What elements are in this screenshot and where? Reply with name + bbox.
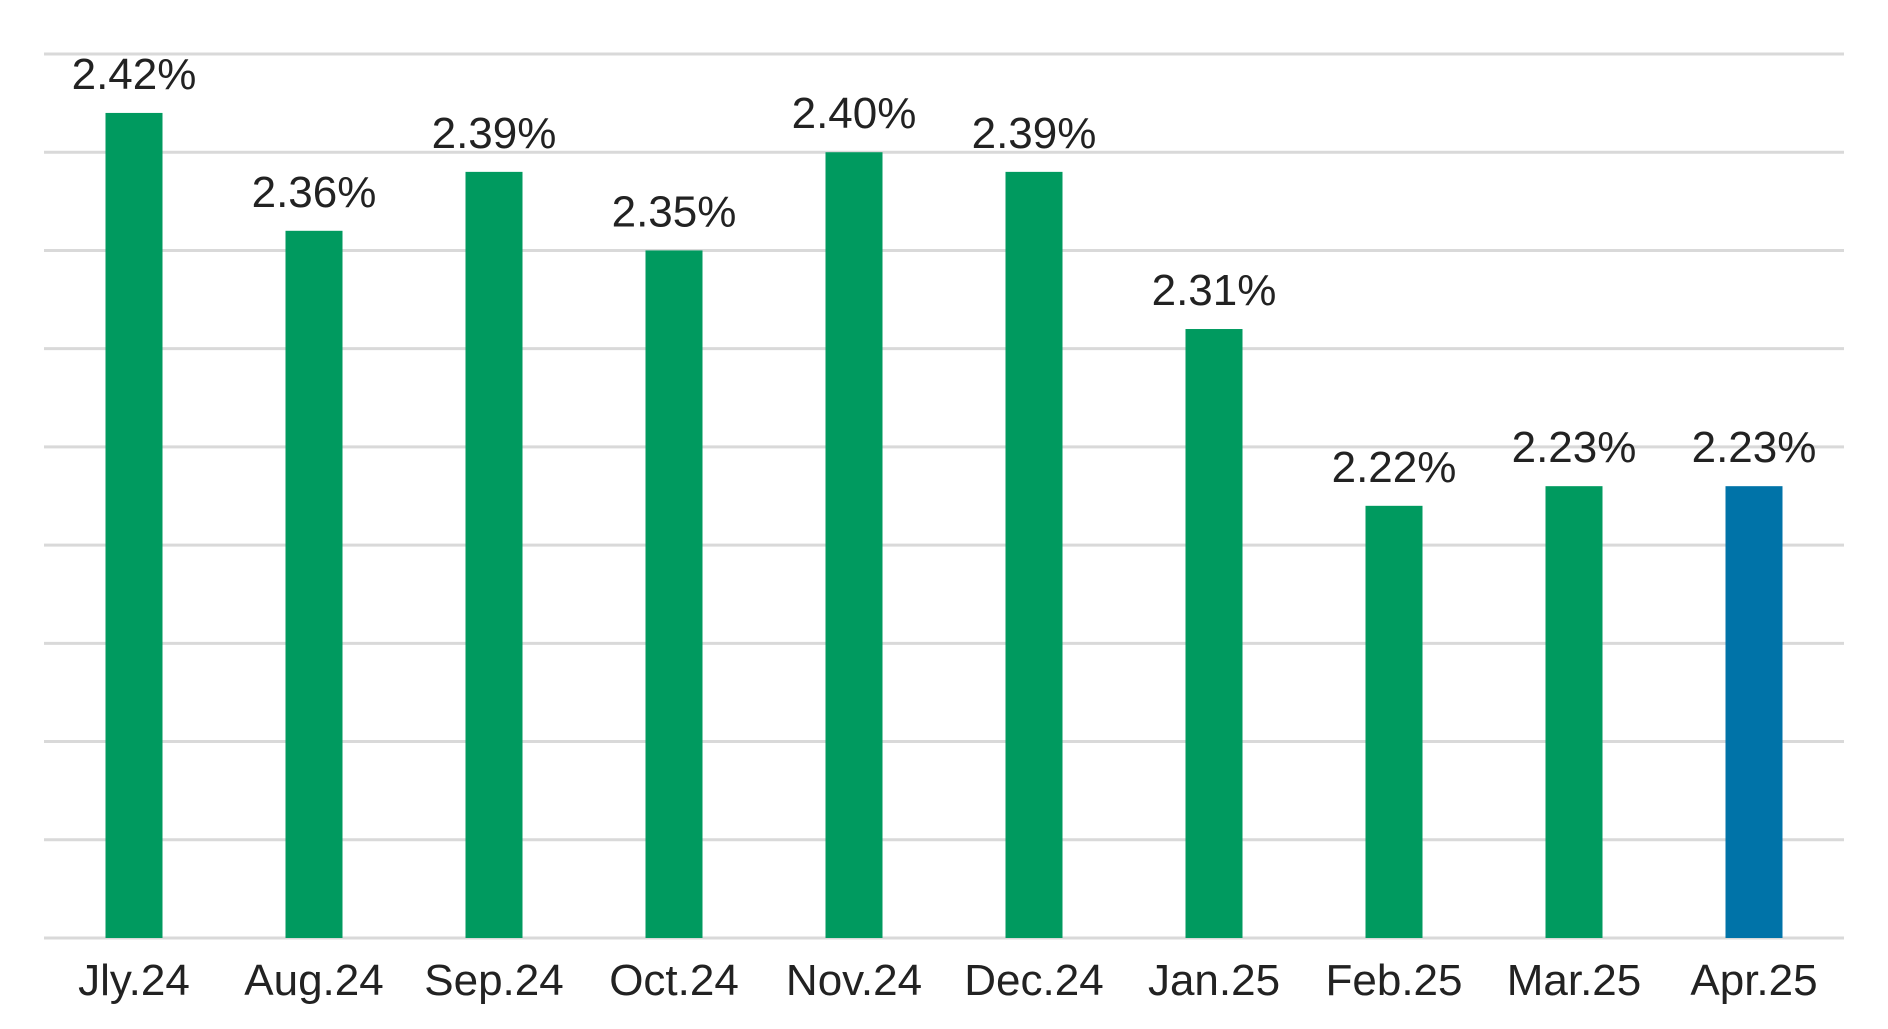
gridlines: [44, 52, 1844, 940]
bar-oct-24: [645, 250, 703, 938]
bar-apr-25: [1725, 486, 1783, 938]
data-label: 2.39%: [432, 109, 557, 158]
x-tick-label: Aug.24: [244, 956, 383, 1005]
x-axis-tick-labels: Jly.24 Aug.24 Sep.24 Oct.24 Nov.24 Dec.24 Jan.…: [78, 956, 1817, 1005]
x-tick-label: Dec.24: [964, 956, 1103, 1005]
data-label: 2.22%: [1332, 443, 1457, 492]
bars: [105, 112, 1783, 939]
data-labels: 2.42% 2.36% 2.39% 2.35% 2.40% 2.39% 2.31% 2.22%…: [72, 50, 1817, 492]
x-tick-label: Apr.25: [1690, 956, 1817, 1005]
data-label: 2.23%: [1692, 423, 1817, 472]
x-tick-label: Mar.25: [1507, 956, 1642, 1005]
bar-jan-25: [1185, 329, 1243, 938]
x-tick-label: Jan.25: [1148, 956, 1280, 1005]
data-label: 2.31%: [1152, 266, 1277, 315]
data-label: 2.40%: [792, 89, 917, 138]
x-tick-label: Feb.25: [1326, 956, 1463, 1005]
bar-mar-25: [1545, 486, 1603, 938]
data-label: 2.39%: [972, 109, 1097, 158]
bar-jly-24: [105, 112, 163, 938]
bar-feb-25: [1365, 505, 1423, 938]
data-label: 2.35%: [612, 187, 737, 236]
x-tick-label: Oct.24: [609, 956, 739, 1005]
data-label: 2.42%: [72, 50, 197, 99]
x-tick-label: Nov.24: [786, 956, 922, 1005]
bar-aug-24: [285, 230, 343, 939]
bar-nov-24: [825, 152, 883, 938]
bar-sep-24: [465, 171, 523, 938]
data-label: 2.36%: [252, 168, 377, 217]
data-label: 2.23%: [1512, 423, 1637, 472]
x-tick-label: Sep.24: [424, 956, 563, 1005]
bar-dec-24: [1005, 171, 1063, 938]
x-tick-label: Jly.24: [78, 956, 190, 1005]
